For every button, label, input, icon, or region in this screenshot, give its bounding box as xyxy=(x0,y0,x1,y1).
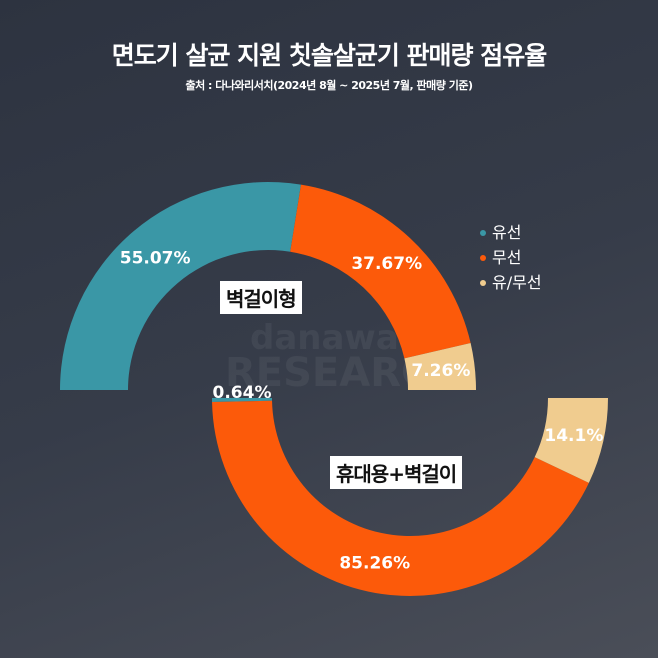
chart-title: 면도기 살균 지원 칫솔살균기 판매량 점유율 xyxy=(111,41,548,70)
legend-label: 유/무선 xyxy=(492,273,542,292)
chart1-segment-1 xyxy=(290,184,471,359)
legend-item-both: 유/무선 xyxy=(480,270,542,295)
chart1-data-label-0: 55.07% xyxy=(120,249,191,269)
legend-label: 유선 xyxy=(492,223,522,242)
chart2-segment-1 xyxy=(212,400,589,596)
chart1-label: 벽걸이형 xyxy=(220,281,302,314)
chart2-segment-0 xyxy=(212,398,273,402)
legend-dot xyxy=(480,229,486,236)
chart1-data-label-2: 7.26% xyxy=(411,361,470,381)
watermark-line1: danawa xyxy=(250,318,399,358)
legend-dot xyxy=(480,254,486,261)
chart1-segment-0 xyxy=(60,181,301,390)
chart2-data-label-2: 14.1% xyxy=(544,426,603,446)
chart1-segment-2 xyxy=(404,342,476,390)
legend-item-wireless: 무선 xyxy=(480,245,542,270)
legend-dot xyxy=(480,279,486,286)
legend-label: 무선 xyxy=(492,248,522,267)
chart2-data-label-1: 85.26% xyxy=(339,553,410,573)
legend: 유선 무선 유/무선 xyxy=(480,220,542,295)
chart2-data-label-0: 0.64% xyxy=(213,383,272,403)
chart2-segment-2 xyxy=(534,398,608,483)
chart1-data-label-1: 37.67% xyxy=(351,254,422,274)
legend-item-wired: 유선 xyxy=(480,220,542,245)
chart2-label: 휴대용+벽걸이 xyxy=(330,456,463,489)
chart-subtitle: 출처 : 다나와리서치(2024년 8월 ~ 2025년 7월, 판매량 기준) xyxy=(185,79,473,92)
